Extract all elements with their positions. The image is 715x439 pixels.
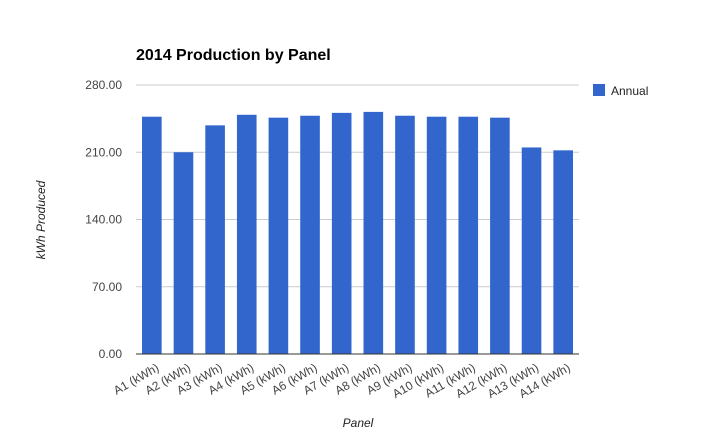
bar-10[interactable] [426, 116, 447, 354]
bar-14[interactable] [553, 150, 573, 354]
bar-6[interactable] [300, 115, 320, 354]
bar-3[interactable] [205, 125, 225, 354]
legend-swatch-annual [593, 84, 605, 96]
y-tick-label: 210.00 [85, 145, 122, 159]
bar-5[interactable] [268, 117, 289, 355]
bars [142, 111, 573, 355]
bar-1[interactable] [142, 116, 162, 354]
bar-13[interactable] [521, 147, 542, 354]
x-axis-title: Panel [343, 416, 374, 430]
bar-11[interactable] [458, 116, 479, 354]
x-axis-ticks: A1 (kWh)A2 (kWh)A3 (kWh)A4 (kWh)A5 (kWh)… [111, 360, 573, 400]
legend-label-annual: Annual [611, 84, 648, 98]
bar-12[interactable] [490, 117, 510, 355]
gridlines [136, 84, 579, 288]
bar-7[interactable] [331, 112, 352, 354]
y-tick-label: 0.00 [99, 347, 123, 361]
y-tick-label: 140.00 [85, 213, 122, 227]
chart-title: 2014 Production by Panel [136, 47, 331, 64]
y-tick-label: 70.00 [92, 280, 122, 294]
bar-4[interactable] [236, 114, 257, 355]
bar-8[interactable] [363, 111, 384, 355]
y-axis-title: kWh Produced [34, 180, 48, 259]
bar-9[interactable] [395, 115, 415, 354]
y-axis-ticks: 0.00 70.00 140.00 210.00 280.00 [85, 78, 122, 361]
y-tick-label: 280.00 [85, 78, 122, 92]
legend[interactable]: Annual [593, 84, 648, 98]
bar-2[interactable] [173, 152, 194, 354]
